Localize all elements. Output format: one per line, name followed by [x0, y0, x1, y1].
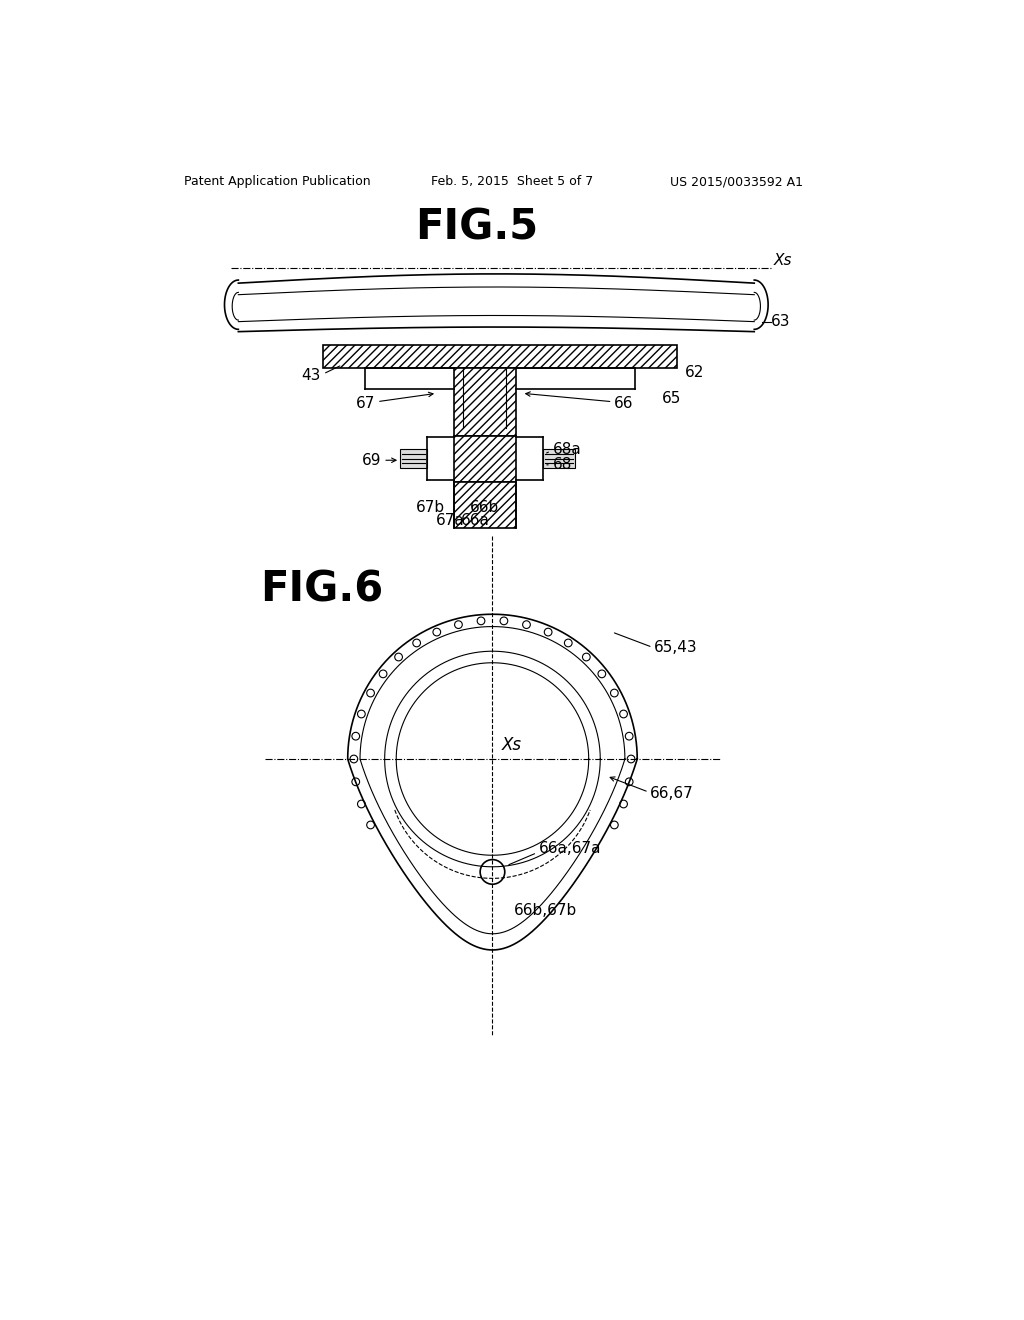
Bar: [454, 482, 515, 528]
Text: Patent Application Publication: Patent Application Publication: [184, 176, 371, 187]
Text: 66,67: 66,67: [650, 787, 694, 801]
Bar: [454, 436, 515, 482]
Text: 69: 69: [362, 453, 382, 467]
Text: FIG.6: FIG.6: [260, 569, 383, 611]
Text: US 2015/0033592 A1: US 2015/0033592 A1: [670, 176, 803, 187]
Text: Xs: Xs: [502, 737, 521, 754]
Text: 66b,67b: 66b,67b: [514, 903, 578, 917]
Bar: [400, 449, 427, 469]
Text: 67: 67: [356, 396, 376, 411]
Text: Xs: Xs: [773, 252, 792, 268]
Text: 66: 66: [614, 396, 634, 411]
Text: 68a: 68a: [553, 442, 582, 457]
Bar: [454, 368, 515, 436]
Text: 66a: 66a: [461, 512, 489, 528]
Text: 65: 65: [662, 391, 681, 407]
Text: 67a: 67a: [436, 512, 465, 528]
Text: FIG.5: FIG.5: [416, 207, 539, 248]
Bar: [543, 449, 574, 469]
Text: Feb. 5, 2015  Sheet 5 of 7: Feb. 5, 2015 Sheet 5 of 7: [431, 176, 593, 187]
Text: 68: 68: [553, 457, 571, 473]
Bar: [323, 345, 677, 368]
Text: 66a,67a: 66a,67a: [539, 841, 601, 857]
Text: 65,43: 65,43: [654, 640, 697, 655]
Text: 62: 62: [685, 364, 705, 380]
Text: 66b: 66b: [470, 500, 500, 515]
Text: 63: 63: [771, 314, 791, 329]
Text: 43: 43: [301, 368, 321, 383]
Text: 67b: 67b: [417, 500, 445, 515]
